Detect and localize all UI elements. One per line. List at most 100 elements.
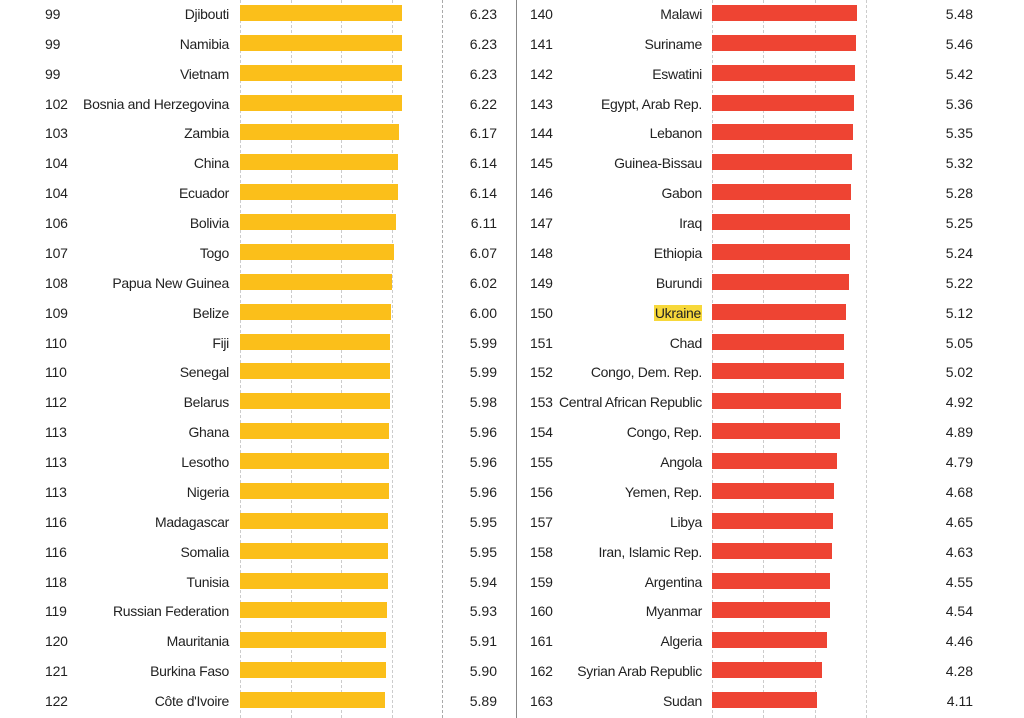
rank-label: 140 (530, 6, 553, 22)
rank-label: 159 (530, 573, 553, 590)
score-bar (240, 423, 389, 440)
country-name: Belize (192, 304, 230, 321)
score-bar (712, 124, 854, 141)
table-row: 140 Malawi 5.48 (518, 1, 1024, 31)
country-label: Senegal (179, 364, 230, 381)
score-bar (240, 393, 390, 410)
score-value: 5.89 (469, 693, 497, 709)
table-row: 142 Eswatini 5.42 (518, 61, 1024, 91)
table-row: 162 Syrian Arab Republic 4.28 (518, 658, 1024, 688)
gridline (291, 0, 292, 718)
rank-label: 103 (45, 125, 68, 142)
country-label: Suriname (644, 36, 702, 52)
gridline (442, 0, 443, 718)
score-value: 4.28 (945, 663, 973, 680)
country-name: Namibia (179, 35, 230, 52)
country-name: Iraq (679, 215, 702, 232)
score-value: 5.96 (469, 483, 497, 500)
rank-label: 155 (530, 454, 553, 471)
country-label: Namibia (179, 35, 230, 52)
panel-divider (516, 0, 517, 718)
country-label: Belarus (184, 394, 230, 410)
score-bar (240, 5, 403, 21)
country-name: Djibouti (184, 6, 230, 22)
country-label: Zambia (184, 125, 229, 141)
rank-label: 152 (530, 364, 553, 381)
rank-label: 99 (45, 6, 61, 22)
country-label: Bosnia and Herzegovina (83, 96, 229, 112)
score-bar (712, 94, 854, 111)
table-row: 120 Mauritania 5.91 (0, 628, 517, 658)
country-name: Zambia (184, 125, 229, 142)
score-value: 5.91 (469, 633, 497, 650)
score-bar (712, 602, 830, 619)
rank-label: 102 (45, 95, 68, 112)
table-row: 161 Algeria 4.46 (518, 628, 1024, 658)
score-bar (712, 273, 850, 290)
table-row: 154 Congo, Rep. 4.89 (518, 419, 1024, 449)
score-value: 6.23 (469, 65, 497, 82)
score-value: 5.02 (945, 364, 973, 381)
rank-label: 120 (45, 633, 68, 650)
country-name: Fiji (212, 334, 229, 351)
table-row: 110 Senegal 5.99 (0, 359, 517, 389)
country-name: Congo, Dem. Rep. (590, 364, 702, 381)
score-value: 6.02 (469, 274, 497, 291)
table-row: 102 Bosnia and Herzegovina 6.22 (0, 91, 517, 121)
score-value: 5.90 (469, 663, 497, 680)
score-bar (240, 662, 386, 679)
score-value: 5.36 (945, 95, 973, 112)
score-bar (240, 602, 388, 619)
country-name: Senegal (179, 364, 230, 381)
score-bar (712, 662, 822, 679)
country-name: Malawi (660, 6, 702, 22)
score-value: 5.35 (945, 125, 973, 142)
score-value: 4.68 (945, 483, 973, 500)
country-name: Gabon (661, 185, 702, 202)
country-label: Ghana (188, 424, 229, 440)
country-label: Syrian Arab Republic (577, 663, 702, 679)
country-name: Ghana (188, 424, 229, 441)
country-label: Eswatini (652, 66, 702, 82)
score-value: 5.98 (469, 394, 497, 411)
score-bar (240, 333, 391, 350)
country-name: Libya (670, 513, 702, 530)
score-value: 5.24 (945, 244, 973, 261)
rank-label: 161 (530, 633, 553, 650)
score-value: 4.92 (945, 394, 973, 411)
country-label: Egypt, Arab Rep. (601, 96, 702, 112)
country-label: Gabon (661, 185, 702, 201)
country-name: Nigeria (186, 483, 230, 500)
country-label: Nigeria (186, 483, 230, 500)
score-value: 4.46 (945, 633, 973, 650)
country-label: Burundi (656, 275, 702, 291)
score-value: 4.55 (945, 573, 973, 590)
rank-label: 113 (45, 424, 67, 441)
country-label: Guinea-Bissau (614, 155, 702, 171)
table-row: 112 Belarus 5.98 (0, 389, 517, 419)
country-label: Djibouti (184, 6, 230, 22)
rank-label: 116 (45, 513, 67, 530)
score-value: 6.00 (469, 304, 497, 321)
country-name: Guinea-Bissau (614, 155, 702, 172)
table-row: 113 Nigeria 5.96 (0, 479, 517, 509)
score-bar (240, 243, 395, 260)
country-name: Papua New Guinea (112, 274, 229, 291)
score-bar (240, 273, 392, 290)
country-label: Vietnam (180, 66, 229, 82)
rank-label: 110 (45, 364, 67, 381)
rank-label: 109 (45, 304, 68, 321)
table-row: 104 Ecuador 6.14 (0, 180, 517, 210)
country-label: Ecuador (179, 185, 229, 201)
table-row: 121 Burkina Faso 5.90 (0, 658, 517, 688)
table-row: 110 Fiji 5.99 (0, 330, 517, 360)
rank-label: 112 (45, 394, 67, 411)
table-row: 99 Namibia 6.23 (0, 31, 517, 61)
country-name: Tunisia (186, 573, 229, 590)
score-bar (240, 34, 403, 51)
table-row: 116 Madagascar 5.95 (0, 509, 517, 539)
score-value: 5.93 (469, 603, 497, 620)
country-name: Ecuador (178, 185, 229, 202)
country-label: China (194, 155, 229, 171)
rank-label: 113 (45, 483, 67, 500)
